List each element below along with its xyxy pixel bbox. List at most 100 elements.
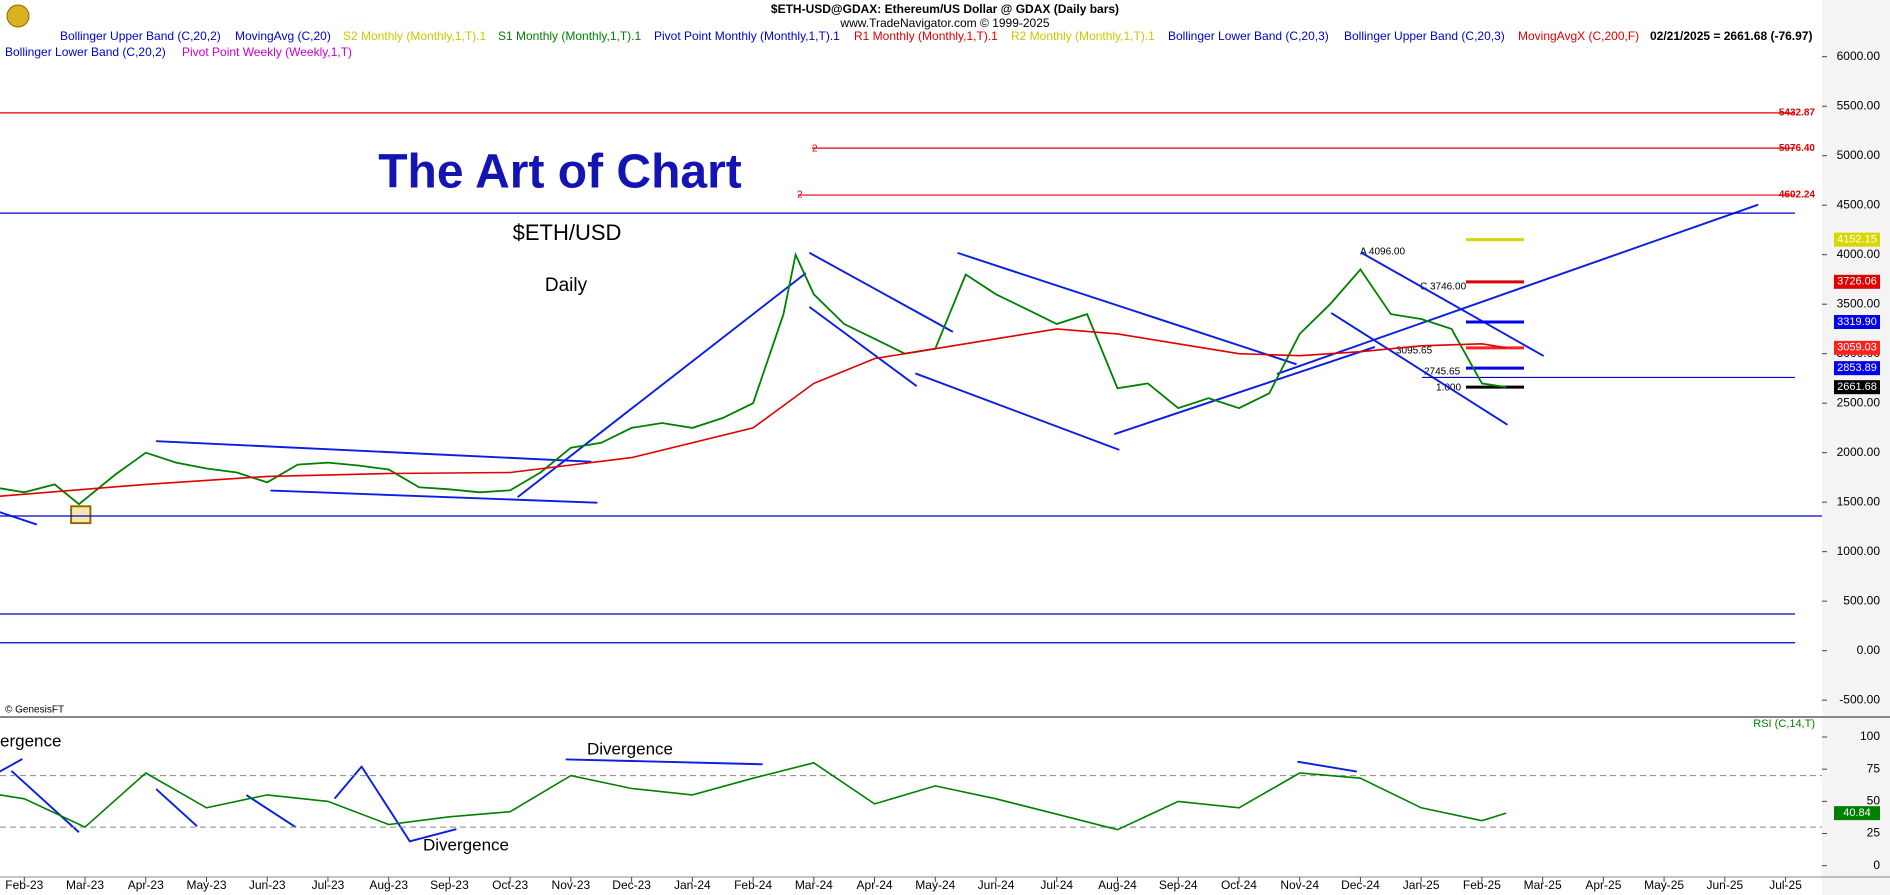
level-label: 5432.87: [1779, 107, 1816, 118]
trendline: [809, 252, 954, 333]
last-value-box: [1834, 806, 1880, 821]
x-tick-label: Apr-23: [128, 878, 164, 892]
trendline: [11, 770, 80, 833]
x-tick-label: Aug-24: [1098, 878, 1137, 892]
legend-entry: Bollinger Lower Band (C,20,2): [5, 45, 166, 59]
highlight-box: [70, 505, 92, 525]
fib-label: A 4096.00: [1360, 247, 1405, 258]
y-tick-label: 5500.00: [1837, 98, 1881, 112]
trendline: [1297, 760, 1358, 773]
level-label: 5076.40: [1779, 143, 1816, 154]
x-tick-label: Jul-23: [312, 878, 345, 892]
x-tick-label: May-23: [186, 878, 226, 892]
last-value-label: 40.84: [1843, 807, 1871, 819]
price-marker: [1834, 361, 1880, 376]
divergence-label: Divergence: [587, 739, 673, 758]
x-tick-label: Apr-25: [1585, 878, 1621, 892]
headline: The Art of Chart: [378, 146, 742, 199]
y-tick-label: 0: [1873, 858, 1880, 872]
series-line: [0, 761, 1507, 831]
legend-entry: Pivot Point Monthly (Monthly,1,T).1: [654, 29, 840, 43]
trendline: [155, 788, 198, 827]
y-tick-label: 100: [1860, 729, 1880, 743]
x-tick-label: Jun-23: [249, 878, 286, 892]
trendline: [0, 758, 23, 773]
x-tick-label: Sep-23: [430, 878, 469, 892]
divergence-label: Divergence: [423, 835, 509, 854]
trendline: [565, 758, 763, 766]
x-tick-label: Jan-24: [674, 878, 711, 892]
x-tick-label: Mar-23: [66, 878, 104, 892]
header-subtitle: www.TradeNavigator.com © 1999-2025: [839, 16, 1049, 30]
y-tick-label: 75: [1867, 761, 1881, 775]
legend-entry: MovingAvg (C,20): [235, 29, 331, 43]
r2-mark: 2: [812, 144, 818, 155]
y-tick-label: 6000.00: [1837, 49, 1881, 63]
fib-label: 2745.65: [1424, 367, 1461, 378]
y-tick-label: 2000.00: [1837, 445, 1881, 459]
fib-label: C 3746.00: [1420, 282, 1467, 293]
trendline: [915, 372, 1120, 451]
price-marker: [1834, 340, 1880, 355]
trendline: [360, 765, 411, 843]
divergence-label: ergence: [0, 731, 61, 750]
series-line: [0, 328, 1507, 497]
legend-entry: Pivot Point Weekly (Weekly,1,T): [182, 45, 352, 59]
price-marker: [1834, 232, 1880, 247]
x-tick-label: Jan-25: [1403, 878, 1440, 892]
price-marker-label: 3726.06: [1837, 276, 1877, 288]
trendline: [270, 489, 598, 504]
trendline: [809, 306, 918, 387]
x-tick-label: Apr-24: [857, 878, 893, 892]
trendline: [408, 828, 457, 843]
trendline: [1114, 346, 1376, 435]
period-label: Daily: [545, 275, 588, 296]
x-tick-label: May-25: [1644, 878, 1684, 892]
price-marker: [1834, 380, 1880, 395]
x-tick-label: Jul-25: [1769, 878, 1802, 892]
legend-entry: MovingAvgX (C,200,F): [1518, 29, 1639, 43]
price-marker-label: 2853.89: [1837, 362, 1877, 374]
y-tick-label: 1500.00: [1837, 494, 1881, 508]
x-tick-label: Oct-23: [492, 878, 528, 892]
x-tick-label: May-24: [915, 878, 955, 892]
x-tick-label: Mar-24: [795, 878, 833, 892]
legend-entry: Bollinger Upper Band (C,20,3): [1344, 29, 1505, 43]
legend-entry: S2 Monthly (Monthly,1,T).1: [343, 29, 486, 43]
plot: 6000.005500.005000.004500.004000.003500.…: [0, 49, 1880, 892]
trendline: [155, 440, 592, 463]
price-marker: [1834, 274, 1880, 289]
symbol-label: $ETH/USD: [513, 220, 622, 245]
x-tick-label: Dec-23: [612, 878, 651, 892]
y-tick-label: 500.00: [1843, 593, 1880, 607]
trendline: [1331, 312, 1508, 426]
trendlines: [0, 203, 1759, 843]
y-tick-label: 0.00: [1857, 643, 1881, 657]
trendline: [1276, 203, 1759, 375]
legend-entry: R2 Monthly (Monthly,1,T).1: [1011, 29, 1155, 43]
logo: [6, 4, 30, 28]
x-tick-label: Oct-24: [1221, 878, 1257, 892]
y-tick-label: 5000.00: [1837, 148, 1881, 162]
trendline: [334, 765, 363, 799]
legend-entry: 02/21/2025 = 2661.68 (-76.97): [1650, 29, 1812, 43]
price-marker-label: 3059.03: [1837, 342, 1877, 354]
axis-panel: [1822, 0, 1890, 895]
legend: Bollinger Upper Band (C,20,2) MovingAvg (…: [5, 29, 1812, 59]
x-tick-label: Mar-25: [1524, 878, 1562, 892]
price-marker-label: 3319.90: [1837, 316, 1877, 328]
x-tick-label: Dec-24: [1341, 878, 1380, 892]
price-marker-label: 2661.68: [1837, 381, 1877, 393]
level-label: 4602.24: [1779, 190, 1816, 201]
legend-entry: Bollinger Lower Band (C,20,3): [1168, 29, 1329, 43]
x-tick-label: Feb-23: [5, 878, 43, 892]
trendline: [246, 794, 297, 828]
x-tick-label: Feb-24: [734, 878, 772, 892]
y-tick-label: 50: [1867, 794, 1881, 808]
x-tick-label: Sep-24: [1159, 878, 1198, 892]
x-tick-label: Aug-23: [369, 878, 408, 892]
header-title: $ETH-USD@GDAX: Ethereum/US Dollar @ GDAX…: [771, 2, 1119, 16]
y-tick-label: 4500.00: [1837, 197, 1881, 211]
trendline: [0, 511, 38, 526]
